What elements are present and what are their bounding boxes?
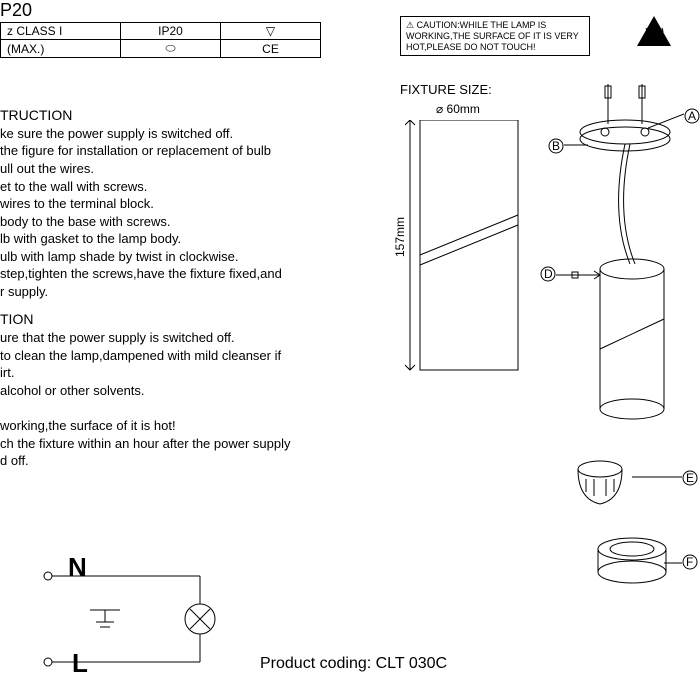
- install-line: ull out the wires.: [0, 160, 380, 178]
- install-line: et to the wall with screws.: [0, 178, 380, 196]
- fixture-width: ⌀ 60mm: [436, 102, 480, 116]
- spec-cell: IP20: [121, 23, 221, 40]
- caution-text: CAUTION:WHILE THE LAMP IS WORKING,THE SU…: [406, 20, 579, 52]
- install-heading: TRUCTION: [0, 106, 380, 125]
- spec-cell: CE: [221, 40, 321, 58]
- instruction-text: TRUCTION ke sure the power supply is swi…: [0, 96, 380, 470]
- install-line: wires to the terminal block.: [0, 195, 380, 213]
- install-line: lb with gasket to the lamp body.: [0, 230, 380, 248]
- live-label: L: [72, 648, 88, 679]
- assembly-diagram: [560, 84, 700, 604]
- wiring-diagram: N L: [20, 560, 250, 685]
- hot-line: working,the surface of it is hot!: [0, 417, 380, 435]
- install-line: the figure for installation or replaceme…: [0, 142, 380, 160]
- install-line: body to the base with screws.: [0, 213, 380, 231]
- hot-line: ch the fixture within an hour after the …: [0, 435, 380, 453]
- hot-surface-icon: [634, 14, 674, 50]
- clean-line: alcohol or other solvents.: [0, 382, 380, 400]
- clean-line: irt.: [0, 364, 380, 382]
- callout-e: E: [682, 470, 698, 489]
- neutral-label: N: [68, 552, 87, 583]
- clean-heading: TION: [0, 310, 380, 329]
- callout-a: A: [684, 108, 700, 127]
- spec-cell: (MAX.): [1, 40, 121, 58]
- header-title: P20: [0, 0, 32, 21]
- spec-cell: ⬭: [121, 40, 221, 58]
- clean-line: ure that the power supply is switched of…: [0, 329, 380, 347]
- callout-f: F: [682, 554, 698, 573]
- install-line: r supply.: [0, 283, 380, 301]
- spec-cell: ▽: [221, 23, 321, 40]
- install-line: ulb with lamp shade by twist in clockwis…: [0, 248, 380, 266]
- callout-b: B: [548, 138, 564, 157]
- fixture-diagram: [405, 120, 535, 390]
- caution-box: ⚠ CAUTION:WHILE THE LAMP IS WORKING,THE …: [400, 16, 590, 56]
- callout-d: D: [540, 266, 556, 285]
- fixture-size-label: FIXTURE SIZE:: [400, 82, 492, 97]
- hot-line: d off.: [0, 452, 380, 470]
- spec-table: z CLASS I IP20 ▽ (MAX.) ⬭ CE: [0, 22, 321, 58]
- install-line: step,tighten the screws,have the fixture…: [0, 265, 380, 283]
- spec-cell: z CLASS I: [1, 23, 121, 40]
- clean-line: to clean the lamp,dampened with mild cle…: [0, 347, 380, 365]
- product-coding: Product coding: CLT 030C: [260, 655, 447, 673]
- install-line: ke sure the power supply is switched off…: [0, 125, 380, 143]
- warning-icon: ⚠: [406, 20, 414, 30]
